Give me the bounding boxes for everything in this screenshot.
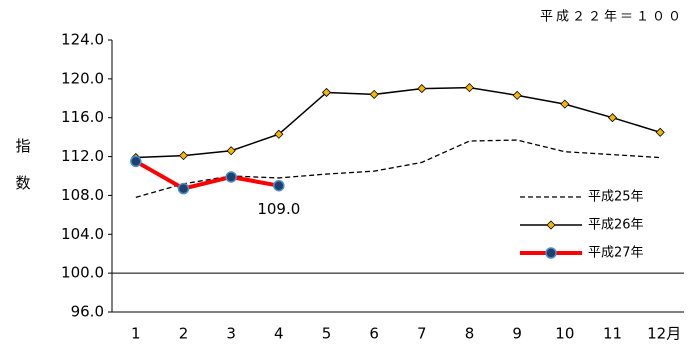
x-tick-label: 2 [179, 325, 189, 343]
marker [178, 151, 189, 161]
x-tick-label: 9 [512, 325, 522, 343]
marker [560, 99, 570, 109]
y-tick-label: 120.0 [61, 69, 104, 87]
marker [512, 90, 522, 100]
marker [546, 220, 556, 230]
marker [274, 129, 284, 139]
x-tick-label: 11 [603, 325, 622, 343]
marker [545, 247, 557, 259]
x-tick-label: 12月 [647, 325, 681, 343]
legend-label: 平成26年 [588, 218, 644, 233]
y-tick-label: 124.0 [61, 31, 104, 49]
x-tick-label: 1 [131, 325, 141, 343]
x-tick-label: 7 [417, 325, 427, 343]
marker [226, 146, 236, 156]
y-axis-label: 指数 [14, 138, 32, 212]
marker [417, 84, 427, 94]
y-tick-label: 104.0 [61, 225, 104, 243]
marker [321, 87, 332, 98]
x-tick-label: 3 [226, 325, 236, 343]
marker [655, 127, 665, 137]
series-line [134, 159, 280, 191]
marker [464, 83, 475, 93]
x-tick-label: 4 [274, 325, 284, 343]
marker [130, 155, 142, 168]
y-tick-label: 108.0 [61, 186, 104, 204]
marker [225, 171, 237, 183]
x-tick-label: 10 [555, 325, 574, 343]
legend-label: 平成27年 [588, 246, 644, 261]
y-tick-label: 112.0 [61, 147, 104, 165]
series-line [135, 139, 661, 198]
marker [369, 89, 379, 99]
marker [273, 179, 285, 192]
value-label: 109.0 [257, 200, 300, 218]
note: 平成２２年＝１００ [540, 10, 684, 25]
y-tick-label: 96.0 [71, 303, 104, 321]
x-tick-label: 6 [369, 325, 379, 343]
y-tick-label: 100.0 [61, 264, 104, 282]
legend-label: 平成25年 [588, 190, 644, 205]
y-tick-label: 116.0 [61, 108, 104, 126]
marker [177, 182, 190, 195]
x-tick-label: 5 [322, 325, 332, 343]
series-line [135, 86, 661, 159]
marker [607, 113, 618, 123]
x-tick-label: 8 [465, 325, 475, 343]
